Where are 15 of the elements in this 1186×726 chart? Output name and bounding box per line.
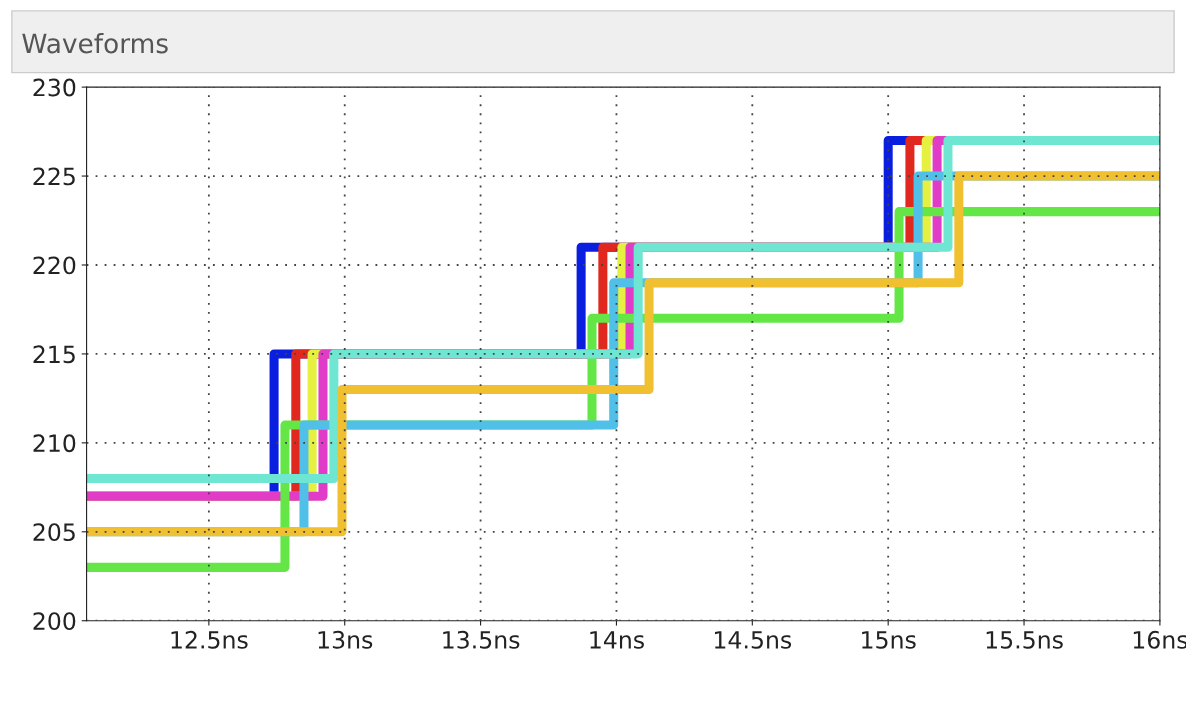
y-tick-label: 215 [33, 345, 75, 364]
x-tick-label: 15.5ns [986, 631, 1063, 649]
x-tick-label: 14ns [590, 631, 644, 649]
y-tick-label: 225 [33, 167, 75, 186]
y-tick-label: 200 [33, 612, 76, 631]
chart-title: Waveforms [22, 32, 168, 54]
y-tick-label: 210 [33, 434, 76, 453]
x-tick-label: 15ns [862, 631, 916, 649]
y-tick-label: 205 [33, 523, 75, 542]
x-tick-label: 14.5ns [714, 631, 792, 649]
x-tick-label: 12.5ns [171, 630, 248, 649]
y-tick-label: 230 [33, 78, 76, 97]
y-tick-label: 220 [33, 256, 76, 275]
x-tick-label: 13.5ns [443, 630, 520, 649]
x-tick-label: 13ns [318, 630, 373, 649]
